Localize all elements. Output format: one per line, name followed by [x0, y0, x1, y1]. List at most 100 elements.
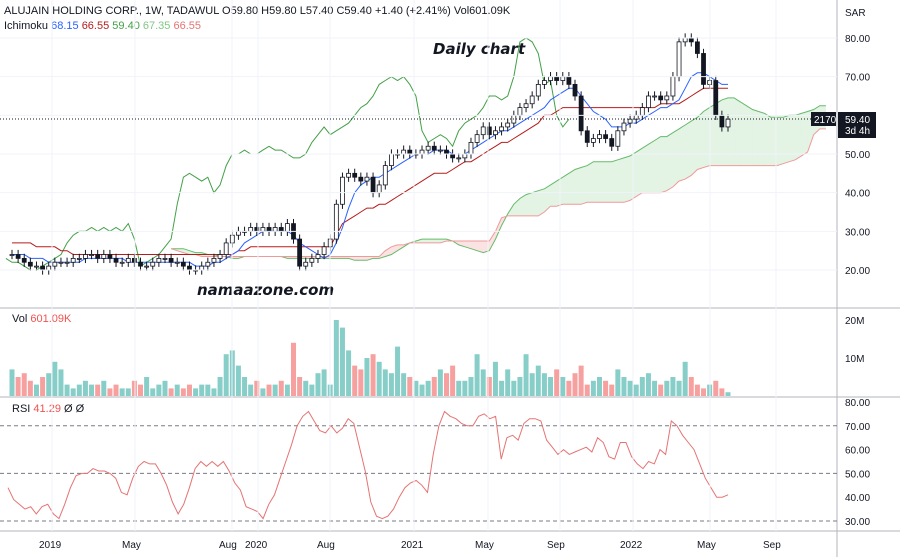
volume-bar: [260, 388, 266, 396]
volume-bar: [511, 380, 517, 396]
volume-bar: [144, 377, 150, 396]
volume-bars: [9, 320, 731, 396]
volume-legend[interactable]: Vol 601.09K: [12, 313, 71, 325]
bar-count-badge: [811, 112, 836, 126]
volume-bar: [499, 380, 505, 396]
volume-bar: [40, 377, 46, 396]
cloud-segment: [746, 105, 753, 166]
candle-body: [542, 80, 547, 85]
volume-bar: [89, 384, 95, 396]
candle-body: [101, 254, 107, 259]
candle-body: [162, 257, 168, 260]
candle-body: [725, 118, 731, 128]
daily-chart-annotation: Daily chart: [433, 40, 526, 58]
candle-body: [107, 254, 113, 259]
volume-bar: [462, 380, 468, 396]
candle-body: [340, 176, 345, 205]
candle-body: [131, 257, 137, 263]
cloud-segment: [470, 241, 478, 251]
candle-body: [462, 153, 468, 159]
candle-body: [278, 227, 284, 232]
volume-bar: [272, 384, 278, 396]
candle-body: [523, 103, 529, 108]
volume-bar: [113, 384, 119, 396]
volume-value: 601.09K: [30, 313, 72, 325]
volume-bar: [694, 384, 700, 396]
candle-body: [517, 107, 523, 116]
volume-bar: [76, 384, 82, 396]
ichimoku-span-a: 67.35: [142, 20, 171, 32]
rsi-label: RSI: [12, 403, 31, 415]
candle-body: [156, 257, 162, 263]
candle-body: [333, 203, 339, 240]
candle-body: [352, 172, 358, 178]
candle-body: [615, 130, 621, 147]
axes: 80.00 70.00 60.00 50.00 40.00 30.00 20.00 20M 10…: [0, 0, 870, 551]
volume-bar: [370, 354, 376, 396]
volume-bar: [333, 320, 339, 396]
price-tick-label: 50.00: [845, 150, 870, 161]
candle-body: [627, 118, 633, 124]
volume-bar: [211, 388, 217, 396]
time-tick-label: 2022: [620, 540, 643, 551]
volume-bar: [217, 377, 223, 396]
volume-bar: [395, 346, 401, 396]
rsi-tick-label: 50.00: [845, 469, 870, 480]
rsi-tick-label: 80.00: [845, 398, 870, 409]
rsi-legend[interactable]: RSI 41.29 Ø Ø: [12, 403, 84, 415]
volume-bar: [517, 377, 523, 396]
cloud-segment: [526, 192, 533, 216]
candle-body: [15, 254, 21, 259]
candle-body: [548, 76, 553, 81]
ichimoku-legend[interactable]: Ichimoku 68.15 66.55 59.40 67.35 66.55: [4, 20, 201, 32]
candle-body: [389, 153, 394, 166]
candle-body: [499, 126, 504, 132]
cloud-segment: [752, 109, 759, 166]
cloud-segment: [550, 181, 557, 207]
candle-body: [437, 149, 443, 152]
volume-bar: [284, 384, 290, 396]
cloud-segment: [428, 239, 435, 243]
symbol-title[interactable]: ALUJAIN HOLDING CORP., 1W, TADAWUL: [4, 5, 219, 17]
volume-bar: [413, 380, 419, 396]
time-tick-label: May: [122, 540, 141, 551]
volume-bar: [615, 369, 621, 396]
volume-bar: [58, 369, 64, 396]
candle-body: [658, 95, 664, 101]
volume-bar: [242, 377, 248, 396]
volume-bar: [309, 384, 315, 396]
cloud-segment: [636, 148, 643, 197]
volume-bar: [443, 373, 449, 396]
cloud-segment: [617, 157, 624, 203]
candle-body: [719, 114, 725, 128]
candle-body: [670, 76, 676, 97]
bar-countdown-label: 3d 4h: [845, 126, 870, 137]
volume-bar: [9, 369, 15, 396]
volume-bar: [670, 377, 676, 396]
candle-body: [83, 254, 88, 259]
rsi-tick-label: 60.00: [845, 446, 870, 457]
candle-body: [676, 41, 682, 78]
candle-body: [199, 265, 205, 271]
cloud-segment: [593, 161, 600, 203]
candle-body: [119, 261, 125, 264]
candle-body: [664, 95, 670, 101]
candle-body: [407, 149, 413, 155]
candle-body: [682, 37, 688, 43]
cloud-segment: [532, 190, 539, 216]
candle-body: [46, 265, 52, 271]
candle-body: [639, 107, 645, 116]
candle-body: [266, 227, 272, 232]
rsi-plot: [0, 410, 837, 522]
cloud-segment: [728, 97, 735, 166]
cloud-segment: [740, 101, 747, 166]
cloud-segment: [587, 161, 594, 203]
volume-bar: [701, 388, 707, 396]
cloud-segment: [599, 161, 606, 203]
candle-body: [40, 265, 45, 271]
candle-body: [701, 53, 706, 85]
candle-body: [180, 261, 186, 267]
cloud-segment: [605, 161, 612, 203]
cloud-segment: [538, 188, 545, 216]
